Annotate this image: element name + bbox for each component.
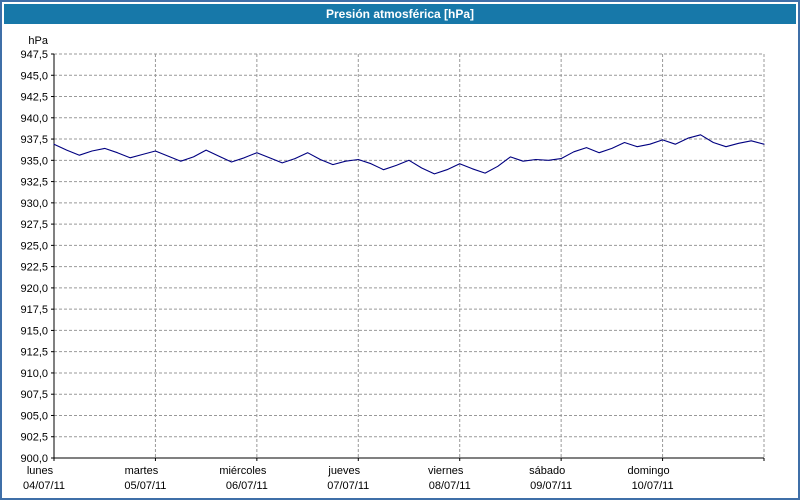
y-tick-label: 932,5 [20,177,48,189]
chart-area: 947,5 945,0 942,5 940,0 937,5 935,0 932,5 930,0… [4,26,796,498]
x-day-label: lunes [27,465,54,477]
y-tick-label: 935,0 [20,155,48,167]
y-tick-label: 945,0 [20,70,48,82]
x-date-label: 05/07/11 [124,480,166,492]
x-day-label: viernes [428,465,464,477]
y-tick-label: 910,0 [20,368,48,380]
x-date-label: 06/07/11 [226,480,268,492]
y-tick-label: 940,0 [20,113,48,125]
y-tick-label: 915,0 [20,325,48,337]
y-tick-label: 907,5 [20,389,48,401]
y-tick-label: 930,0 [20,198,48,210]
y-tick-label: 912,5 [20,347,48,359]
window-title-bar: Presión atmosférica [hPa] [4,4,796,24]
y-tick-label: 942,5 [20,92,48,104]
x-day-label: sábado [529,465,565,477]
pressure-chart: 947,5 945,0 942,5 940,0 937,5 935,0 932,5 930,0… [20,35,765,492]
y-tick-label: 947,5 [20,49,48,61]
x-date-label: 09/07/11 [530,480,572,492]
pressure-line [53,134,765,175]
x-day-label: jueves [327,465,360,477]
page-title: Presión atmosférica [hPa] [325,7,475,21]
y-tick-label: 900,0 [20,453,48,465]
x-day-label: martes [125,465,159,477]
x-date-label: 10/07/11 [632,480,674,492]
x-date-label: 07/07/11 [327,480,369,492]
y-tick-label: 902,5 [20,432,48,444]
y-tick-label: 917,5 [20,304,48,316]
y-tick-label: 937,5 [20,134,48,146]
x-day-label: domingo [627,465,669,477]
y-tick-label: 920,0 [20,283,48,295]
x-day-label: miércoles [219,465,267,477]
y-tick-label: 922,5 [20,262,48,274]
x-date-label: 08/07/11 [429,480,471,492]
y-axis-label: hPa [28,35,48,47]
plot-background [54,54,764,458]
y-tick-label: 905,0 [20,410,48,422]
y-tick-label: 925,0 [20,240,48,252]
x-date-label: 04/07/11 [23,480,65,492]
y-tick-label: 927,5 [20,219,48,231]
